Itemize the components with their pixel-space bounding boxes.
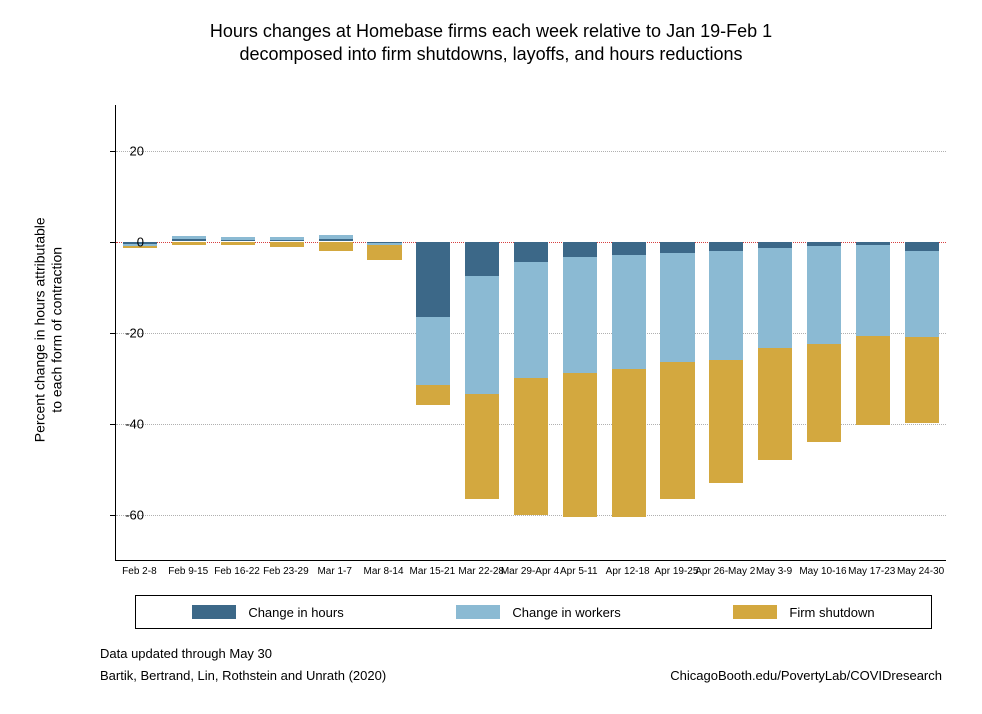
xtick-label: Mar 22-28 bbox=[458, 566, 504, 577]
legend-item-hours: Change in hours bbox=[192, 605, 343, 620]
bar-group bbox=[270, 105, 304, 560]
bar-group bbox=[172, 105, 206, 560]
bar-seg-shutdown bbox=[319, 242, 353, 251]
bar-seg-shutdown bbox=[270, 242, 304, 247]
bar-seg-workers bbox=[465, 276, 499, 394]
footnote-citation: Bartik, Bertrand, Lin, Rothstein and Unr… bbox=[100, 668, 386, 683]
plot-area bbox=[115, 105, 946, 561]
bar-seg-shutdown bbox=[172, 242, 206, 245]
legend-label: Firm shutdown bbox=[789, 605, 874, 620]
bar-group bbox=[905, 105, 939, 560]
bar-seg-workers bbox=[416, 317, 450, 385]
ytick-label: -20 bbox=[114, 325, 144, 340]
xtick-label: Apr 19-25 bbox=[655, 566, 699, 577]
bar-seg-workers bbox=[319, 235, 353, 240]
bar-group bbox=[221, 105, 255, 560]
bar-group bbox=[758, 105, 792, 560]
bar-seg-hours bbox=[514, 242, 548, 262]
xtick-label: Feb 2-8 bbox=[122, 566, 156, 577]
bar-seg-shutdown bbox=[563, 373, 597, 516]
bar-seg-shutdown bbox=[465, 394, 499, 499]
bar-seg-shutdown bbox=[709, 360, 743, 483]
bar-group bbox=[660, 105, 694, 560]
legend-item-workers: Change in workers bbox=[456, 605, 620, 620]
title-line1: Hours changes at Homebase firms each wee… bbox=[210, 21, 772, 41]
bar-seg-workers bbox=[221, 237, 255, 240]
bar-seg-shutdown bbox=[905, 337, 939, 423]
bar-seg-workers bbox=[660, 253, 694, 362]
footnote-source: ChicagoBooth.edu/PovertyLab/COVIDresearc… bbox=[670, 668, 942, 683]
bar-group bbox=[465, 105, 499, 560]
xtick-label: Mar 8-14 bbox=[364, 566, 404, 577]
bar-seg-hours bbox=[660, 242, 694, 253]
bar-seg-shutdown bbox=[367, 245, 401, 260]
bar-seg-shutdown bbox=[807, 344, 841, 442]
legend-item-shutdown: Firm shutdown bbox=[733, 605, 874, 620]
chart-container: Hours changes at Homebase firms each wee… bbox=[0, 0, 982, 714]
ytick-label: 0 bbox=[114, 234, 144, 249]
xtick-label: Apr 26-May 2 bbox=[695, 566, 755, 577]
bar-seg-hours bbox=[612, 242, 646, 256]
xtick-label: Apr 12-18 bbox=[606, 566, 650, 577]
bar-group bbox=[563, 105, 597, 560]
bar-seg-shutdown bbox=[758, 348, 792, 459]
bar-seg-shutdown bbox=[856, 336, 890, 425]
bar-group bbox=[416, 105, 450, 560]
xtick-label: Mar 29-Apr 4 bbox=[501, 566, 559, 577]
bar-seg-shutdown bbox=[416, 385, 450, 405]
footnote-updated: Data updated through May 30 bbox=[100, 646, 272, 661]
legend-label: Change in workers bbox=[512, 605, 620, 620]
legend-swatch bbox=[456, 605, 500, 619]
ylabel-line1: Percent change in hours attributable bbox=[31, 217, 47, 442]
bar-seg-workers bbox=[514, 262, 548, 378]
bar-group bbox=[319, 105, 353, 560]
xtick-label: Feb 9-15 bbox=[168, 566, 208, 577]
bar-seg-workers bbox=[807, 246, 841, 344]
ytick-label: -60 bbox=[114, 507, 144, 522]
bar-seg-workers bbox=[905, 251, 939, 337]
bar-seg-hours bbox=[758, 242, 792, 249]
bar-group bbox=[514, 105, 548, 560]
bar-seg-hours bbox=[709, 242, 743, 251]
xtick-label: May 24-30 bbox=[897, 566, 944, 577]
bar-seg-hours bbox=[416, 242, 450, 317]
xtick-label: May 3-9 bbox=[756, 566, 792, 577]
ylabel-line2: to each form of contraction bbox=[48, 247, 64, 413]
ytick-label: -40 bbox=[114, 416, 144, 431]
xtick-label: Mar 15-21 bbox=[410, 566, 456, 577]
xtick-label: Apr 5-11 bbox=[560, 566, 598, 577]
bar-seg-workers bbox=[612, 255, 646, 369]
bar-seg-workers bbox=[563, 257, 597, 373]
legend-swatch bbox=[192, 605, 236, 619]
xtick-label: May 17-23 bbox=[848, 566, 895, 577]
bar-seg-shutdown bbox=[514, 378, 548, 515]
xtick-label: May 10-16 bbox=[799, 566, 846, 577]
bar-group bbox=[367, 105, 401, 560]
y-axis-label: Percent change in hours attributable to … bbox=[28, 105, 68, 554]
bar-seg-workers bbox=[856, 245, 890, 336]
bar-seg-shutdown bbox=[612, 369, 646, 517]
bar-group bbox=[709, 105, 743, 560]
bar-seg-workers bbox=[709, 251, 743, 360]
xtick-label: Feb 16-22 bbox=[214, 566, 260, 577]
xtick-label: Mar 1-7 bbox=[317, 566, 351, 577]
bar-seg-hours bbox=[465, 242, 499, 276]
bar-seg-workers bbox=[270, 237, 304, 240]
bar-seg-shutdown bbox=[660, 362, 694, 499]
bar-group bbox=[856, 105, 890, 560]
bar-seg-workers bbox=[758, 248, 792, 348]
bar-seg-hours bbox=[563, 242, 597, 258]
ytick-label: 20 bbox=[114, 143, 144, 158]
xtick-label: Feb 23-29 bbox=[263, 566, 309, 577]
bar-group bbox=[612, 105, 646, 560]
legend-label: Change in hours bbox=[248, 605, 343, 620]
bar-seg-workers bbox=[172, 236, 206, 240]
bar-group bbox=[807, 105, 841, 560]
title-line2: decomposed into firm shutdowns, layoffs,… bbox=[240, 44, 743, 64]
chart-title: Hours changes at Homebase firms each wee… bbox=[0, 20, 982, 67]
bar-seg-shutdown bbox=[221, 242, 255, 246]
bar-seg-hours bbox=[905, 242, 939, 251]
legend: Change in hours Change in workers Firm shu… bbox=[135, 595, 932, 629]
legend-swatch bbox=[733, 605, 777, 619]
